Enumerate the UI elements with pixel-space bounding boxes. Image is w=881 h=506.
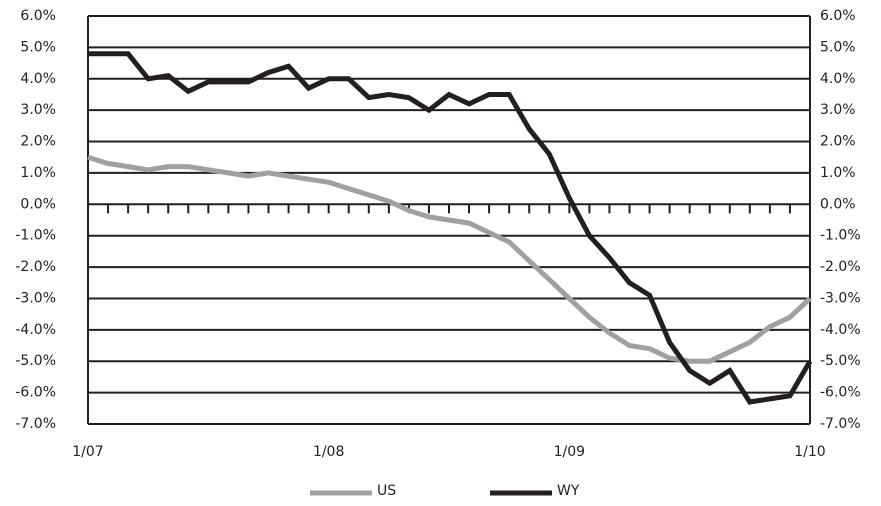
x-tick-label: 1/09: [554, 444, 585, 460]
y-tick-label: 2.0%: [20, 134, 56, 150]
y2-tick-label: -6.0%: [820, 385, 861, 401]
y-tick-label: -6.0%: [15, 385, 56, 401]
x-tick-label: 1/10: [794, 444, 825, 460]
y2-tick-label: -1.0%: [820, 228, 861, 244]
y-tick-label: -1.0%: [15, 228, 56, 244]
y-tick-label: 5.0%: [20, 39, 56, 55]
y2-tick-label: -3.0%: [820, 290, 861, 306]
y-tick-label: 6.0%: [20, 8, 56, 24]
y-tick-label: -4.0%: [15, 322, 56, 338]
series-line: [87, 154, 812, 364]
legend-label: US: [377, 483, 396, 499]
y2-tick-label: -4.0%: [820, 322, 861, 338]
y-tick-label: 1.0%: [20, 165, 56, 181]
y2-tick-label: 4.0%: [820, 71, 856, 87]
y2-tick-label: -7.0%: [820, 416, 861, 432]
y2-tick-label: 5.0%: [820, 39, 856, 55]
y-tick-label: -5.0%: [15, 353, 56, 369]
y-tick-label: -7.0%: [15, 416, 56, 432]
y-tick-label: -2.0%: [15, 259, 56, 275]
y2-tick-label: 3.0%: [820, 102, 856, 118]
y-tick-label: -3.0%: [15, 290, 56, 306]
legend-label: WY: [557, 483, 580, 499]
x-tick-label: 1/07: [72, 444, 103, 460]
y2-tick-label: 2.0%: [820, 134, 856, 150]
y2-tick-label: -5.0%: [820, 353, 861, 369]
y2-tick-label: 1.0%: [820, 165, 856, 181]
y2-tick-label: -2.0%: [820, 259, 861, 275]
y-tick-label: 0.0%: [20, 196, 56, 212]
y-tick-label: 4.0%: [20, 71, 56, 87]
x-tick-label: 1/08: [313, 444, 344, 460]
y2-tick-label: 0.0%: [820, 196, 856, 212]
series-line: [88, 51, 813, 405]
y-tick-label: 3.0%: [20, 102, 56, 118]
y2-tick-label: 6.0%: [820, 8, 856, 24]
